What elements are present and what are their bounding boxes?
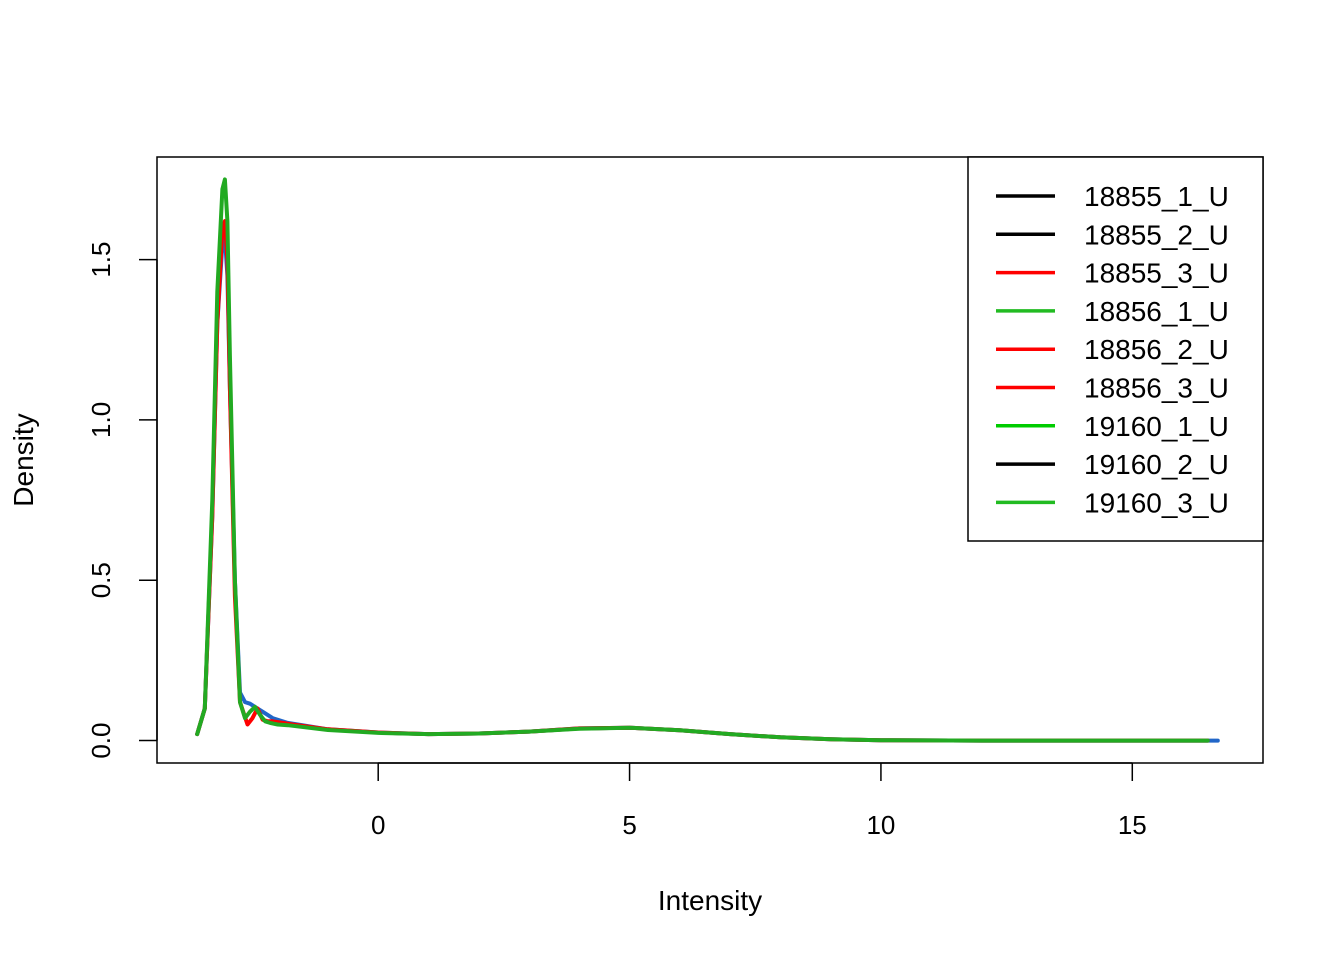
legend-label: 18855_1_U bbox=[1084, 181, 1229, 212]
y-axis-title: Density bbox=[8, 413, 39, 506]
y-tick-label: 0.5 bbox=[86, 562, 116, 598]
legend-label: 19160_1_U bbox=[1084, 411, 1229, 442]
legend-label: 18855_3_U bbox=[1084, 258, 1229, 289]
legend-label: 18856_2_U bbox=[1084, 334, 1229, 365]
x-tick-label: 15 bbox=[1118, 810, 1147, 840]
legend-label: 18855_2_U bbox=[1084, 219, 1229, 250]
x-tick-label: 0 bbox=[371, 810, 385, 840]
y-tick-label: 0.0 bbox=[86, 723, 116, 759]
density-line-3 bbox=[195, 177, 1210, 743]
legend-label: 18856_1_U bbox=[1084, 296, 1229, 327]
x-tick-label: 10 bbox=[866, 810, 895, 840]
x-tick-label: 5 bbox=[622, 810, 636, 840]
legend-label: 19160_2_U bbox=[1084, 449, 1229, 480]
y-tick-label: 1.0 bbox=[86, 402, 116, 438]
series-layer bbox=[195, 177, 1220, 743]
legend-label: 19160_3_U bbox=[1084, 487, 1229, 518]
x-axis: 0 5 10 15 bbox=[371, 762, 1147, 840]
y-tick-label: 1.5 bbox=[86, 242, 116, 278]
x-axis-title: Intensity bbox=[658, 885, 762, 916]
y-axis: 0.0 0.5 1.0 1.5 bbox=[86, 242, 158, 759]
legend-label: 18856_3_U bbox=[1084, 373, 1229, 404]
legend: 18855_1_U 18855_2_U 18855_3_U 18856_1_U 1885… bbox=[967, 156, 1264, 542]
